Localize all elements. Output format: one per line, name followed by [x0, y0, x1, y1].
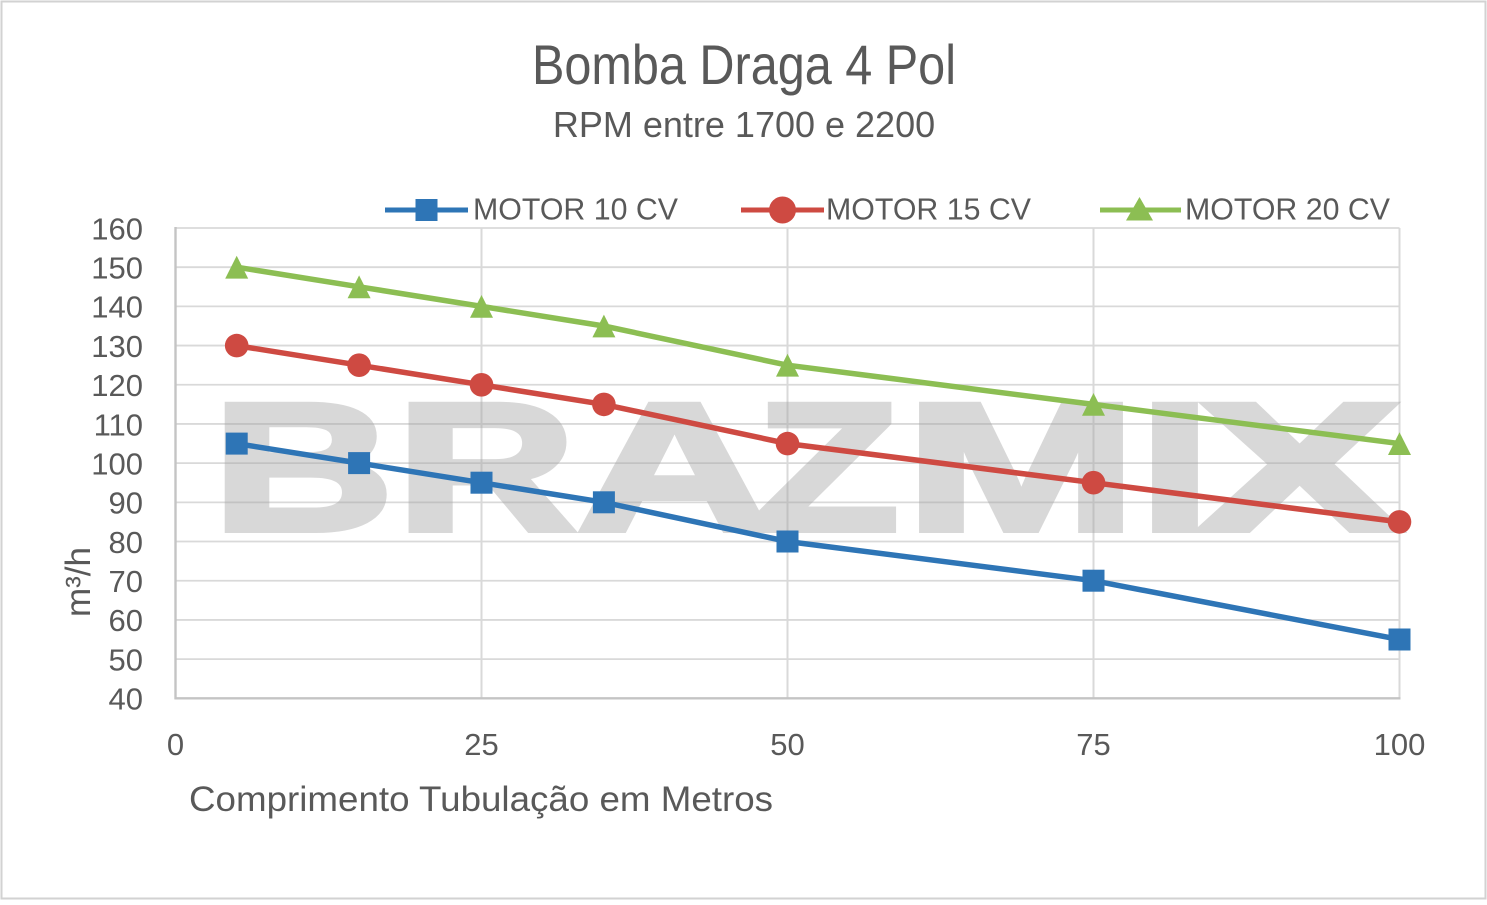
svg-text:X: X — [1198, 365, 1401, 569]
svg-text:160: 160 — [91, 211, 143, 246]
svg-text:MOTOR 10 CV: MOTOR 10 CV — [473, 192, 678, 227]
svg-text:I: I — [1139, 365, 1211, 569]
svg-text:140: 140 — [91, 290, 143, 325]
svg-text:100: 100 — [1374, 727, 1426, 762]
svg-text:80: 80 — [109, 525, 143, 560]
svg-text:130: 130 — [91, 329, 143, 364]
svg-text:Comprimento Tubulação em Metro: Comprimento Tubulação em Metros — [189, 780, 773, 819]
svg-text:MOTOR 20 CV: MOTOR 20 CV — [1185, 192, 1390, 227]
svg-text:Bomba Draga 4 Pol: Bomba Draga 4 Pol — [532, 33, 956, 96]
svg-text:120: 120 — [91, 368, 143, 403]
svg-text:75: 75 — [1076, 727, 1110, 762]
svg-text:40: 40 — [109, 682, 143, 717]
svg-text:0: 0 — [167, 727, 184, 762]
svg-text:m³/h: m³/h — [59, 547, 98, 617]
svg-text:90: 90 — [109, 486, 143, 521]
svg-text:70: 70 — [109, 564, 143, 599]
svg-text:150: 150 — [91, 251, 143, 286]
svg-text:25: 25 — [464, 727, 498, 762]
svg-text:50: 50 — [770, 727, 804, 762]
svg-text:RPM entre 1700 e 2200: RPM entre 1700 e 2200 — [553, 104, 935, 145]
svg-text:60: 60 — [109, 603, 143, 638]
svg-text:MOTOR 15 CV: MOTOR 15 CV — [826, 192, 1031, 227]
svg-text:50: 50 — [109, 642, 143, 677]
svg-text:100: 100 — [91, 446, 143, 481]
svg-text:110: 110 — [94, 407, 143, 442]
